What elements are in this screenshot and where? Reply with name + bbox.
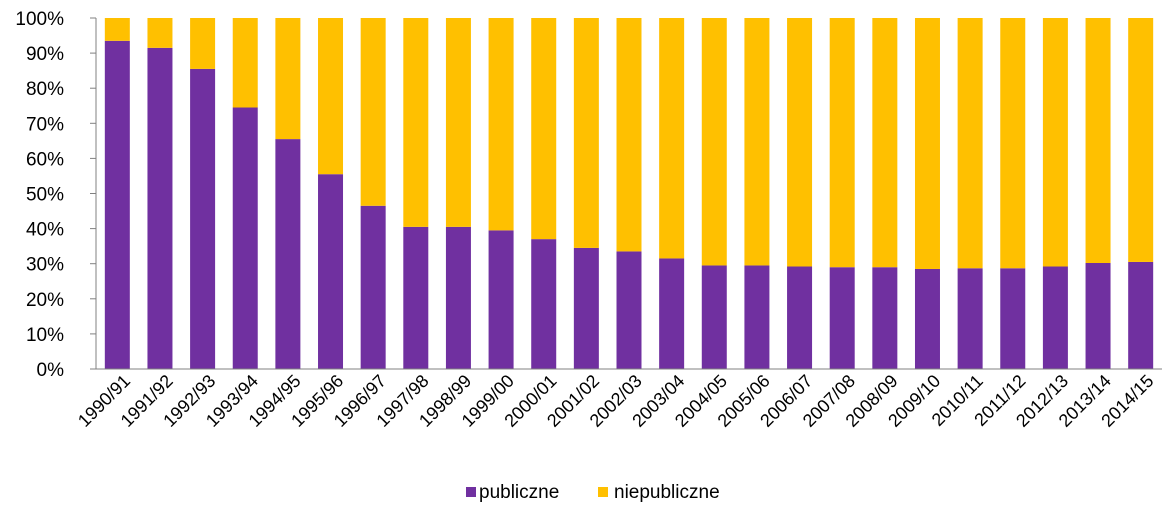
bar-publiczne-2003-04: [659, 258, 685, 369]
bar-publiczne-2014-15: [1128, 261, 1154, 369]
bar-publiczne-1998-99: [445, 226, 471, 369]
bar-publiczne-2002-03: [616, 251, 642, 369]
y-tick-label: 100%: [15, 9, 64, 30]
bar-niepubliczne-2001-02: [573, 18, 599, 248]
bar-niepubliczne-2003-04: [659, 18, 685, 259]
bar-niepubliczne-2006-07: [787, 18, 813, 267]
bar-niepubliczne-2000-01: [531, 18, 557, 240]
bar-niepubliczne-1999-00: [488, 18, 514, 231]
legend-swatch-publiczne: [466, 487, 476, 497]
bar-publiczne-2009-10: [914, 268, 940, 369]
bar-publiczne-2011-12: [1000, 268, 1026, 369]
bar-niepubliczne-2004-05: [701, 18, 727, 266]
bar-publiczne-1996-97: [360, 205, 386, 369]
bar-publiczne-2000-01: [531, 239, 557, 369]
bar-publiczne-2008-09: [872, 267, 898, 369]
bar-publiczne-1999-00: [488, 230, 514, 369]
bar-niepubliczne-1997-98: [403, 18, 429, 227]
bar-publiczne-1994-95: [275, 139, 301, 369]
bar-publiczne-2001-02: [573, 247, 599, 369]
y-tick-label: 70%: [26, 114, 64, 135]
legend-swatch-niepubliczne: [598, 487, 608, 497]
bar-publiczne-2010-11: [957, 268, 983, 369]
bar-niepubliczne-1993-94: [232, 18, 258, 108]
bar-publiczne-2013-14: [1085, 262, 1111, 369]
y-tick-label: 80%: [26, 79, 64, 100]
y-tick-label: 50%: [26, 185, 64, 206]
bar-niepubliczne-2008-09: [872, 18, 898, 268]
y-axis: 0% 10% 20% 30% 40% 50% 60% 70% 80% 90% 100%: [15, 9, 96, 381]
bar-niepubliczne-2012-13: [1042, 18, 1068, 267]
bar-niepubliczne-1996-97: [360, 18, 386, 206]
y-tick-label: 0%: [37, 360, 65, 381]
bar-niepubliczne-2009-10: [914, 18, 940, 269]
bars: [104, 18, 1154, 370]
bar-publiczne-2005-06: [744, 265, 770, 369]
legend-label-publiczne: publiczne: [479, 482, 559, 503]
y-tick-label: 40%: [26, 220, 64, 241]
bar-publiczne-2004-05: [701, 265, 727, 369]
bar-niepubliczne-1992-93: [190, 18, 216, 69]
bar-publiczne-2006-07: [787, 266, 813, 369]
bar-publiczne-1991-92: [147, 47, 173, 370]
bar-niepubliczne-2010-11: [957, 18, 983, 269]
bar-publiczne-1997-98: [403, 226, 429, 369]
y-tick-label: 20%: [26, 290, 64, 311]
bar-niepubliczne-2007-08: [829, 18, 855, 268]
bar-niepubliczne-1995-96: [318, 18, 344, 175]
bar-niepubliczne-1998-99: [445, 18, 471, 227]
bar-niepubliczne-1990-91: [104, 18, 130, 41]
bar-publiczne-2012-13: [1042, 266, 1068, 369]
bar-niepubliczne-2002-03: [616, 18, 642, 252]
legend-label-niepubliczne: niepubliczne: [614, 482, 720, 503]
bar-niepubliczne-1991-92: [147, 18, 173, 48]
bar-niepubliczne-2005-06: [744, 18, 770, 266]
bar-publiczne-2007-08: [829, 267, 855, 369]
y-tick-label: 30%: [26, 255, 64, 276]
bar-publiczne-1992-93: [190, 68, 216, 370]
bar-niepubliczne-2011-12: [1000, 18, 1026, 269]
bar-niepubliczne-2013-14: [1085, 18, 1111, 263]
legend: publiczne niepubliczne: [466, 482, 720, 503]
bar-publiczne-1993-94: [232, 107, 258, 369]
y-tick-label: 90%: [26, 44, 64, 65]
y-tick-label: 60%: [26, 149, 64, 170]
bar-publiczne-1995-96: [318, 174, 344, 369]
y-tick-label: 10%: [26, 325, 64, 346]
bar-publiczne-1990-91: [104, 40, 130, 369]
bar-niepubliczne-1994-95: [275, 18, 301, 140]
bar-niepubliczne-2014-15: [1128, 18, 1154, 262]
